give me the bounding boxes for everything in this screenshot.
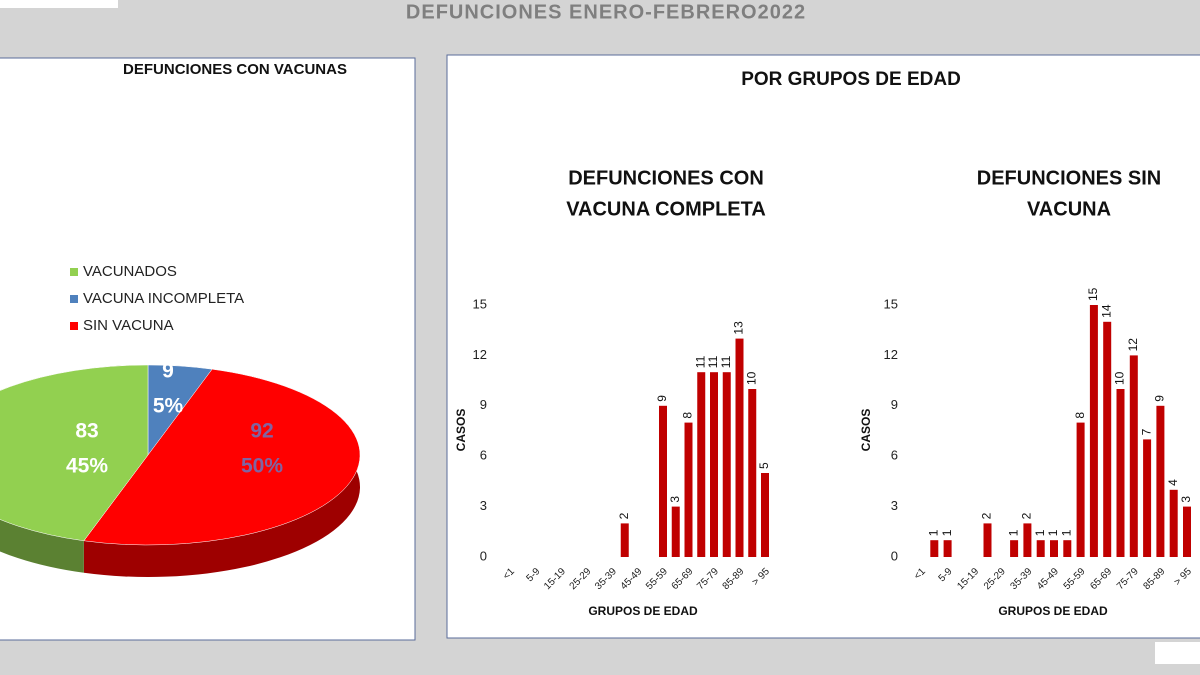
tab — [0, 0, 118, 8]
bar — [722, 372, 731, 557]
chart-title: DEFUNCIONES CON VACUNAS — [123, 61, 347, 78]
value-label: 12 — [1126, 338, 1140, 352]
legend-label: VACUNA INCOMPLETA — [83, 290, 244, 307]
x-axis-label: GRUPOS DE EDAD — [998, 604, 1108, 618]
bar — [1076, 422, 1085, 557]
bar — [930, 540, 939, 557]
y-axis-label: CASOS — [454, 409, 468, 452]
pie-slice — [0, 364, 149, 542]
pie-slice — [83, 368, 361, 546]
value-label: 1 — [940, 529, 954, 536]
bar — [1089, 305, 1098, 557]
value-label: 2 — [980, 512, 994, 519]
legend-swatch — [70, 322, 78, 330]
x-axis-label: GRUPOS DE EDAD — [588, 604, 698, 618]
legend-swatch — [70, 295, 78, 303]
value-label: 5 — [757, 462, 771, 469]
legend-swatch — [70, 268, 78, 276]
value-label: 11 — [706, 355, 720, 368]
value-label: 1 — [1059, 529, 1073, 536]
value-label: 3 — [668, 496, 682, 503]
value-label: 11 — [693, 355, 707, 368]
y-tick-label: 0 — [480, 548, 487, 563]
y-tick-label: 9 — [891, 397, 898, 412]
value-label: 9 — [162, 360, 174, 383]
percent-label: 45% — [66, 455, 108, 478]
section-title: POR GRUPOS DE EDAD — [741, 69, 961, 90]
y-tick-label: 15 — [884, 296, 898, 311]
value-label: 8 — [1073, 412, 1087, 419]
y-tick-label: 0 — [891, 548, 898, 563]
value-label: 1 — [1033, 529, 1047, 536]
value-label: 1 — [1006, 529, 1020, 536]
bar — [1023, 523, 1032, 557]
bar — [1156, 405, 1165, 557]
bar — [1129, 355, 1138, 557]
value-label: 13 — [732, 321, 746, 335]
chart-title: VACUNA — [1027, 198, 1111, 220]
value-label: 8 — [681, 412, 695, 419]
value-label: 10 — [1113, 371, 1127, 385]
bar — [710, 372, 718, 557]
bar — [1143, 439, 1152, 557]
y-tick-label: 12 — [884, 347, 898, 362]
y-tick-label: 3 — [480, 498, 487, 513]
value-label: 14 — [1099, 304, 1113, 318]
y-axis-label: CASOS — [859, 409, 873, 452]
value-label: 4 — [1166, 479, 1180, 486]
chart-title: VACUNA COMPLETA — [566, 198, 766, 220]
corner — [1155, 642, 1200, 664]
value-label: 15 — [1086, 287, 1100, 301]
value-label: 1 — [1046, 529, 1060, 536]
y-tick-label: 9 — [480, 397, 487, 412]
bar — [684, 422, 693, 557]
y-tick-label: 6 — [891, 448, 898, 463]
y-tick-label: 6 — [480, 448, 487, 463]
value-label: 83 — [75, 420, 98, 443]
bar — [671, 506, 680, 557]
legend-label: VACUNADOS — [83, 263, 177, 280]
value-label: 7 — [1139, 428, 1153, 435]
chart-title: DEFUNCIONES CON — [568, 167, 764, 189]
bar — [1183, 506, 1191, 557]
bar — [1036, 540, 1045, 557]
bar — [735, 338, 744, 557]
value-label: 2 — [1020, 512, 1034, 519]
bar — [1169, 489, 1178, 557]
bar — [943, 540, 952, 557]
value-label: 92 — [250, 420, 273, 443]
y-tick-label: 15 — [473, 296, 487, 311]
bar — [1010, 540, 1019, 557]
bar — [1116, 389, 1125, 557]
percent-label: 5% — [153, 395, 184, 418]
bar — [748, 389, 757, 557]
right-panel — [446, 54, 1200, 639]
bar — [697, 372, 706, 557]
bar — [1063, 540, 1072, 557]
percent-label: 50% — [241, 455, 283, 478]
bar — [620, 523, 629, 557]
value-label: 3 — [1179, 496, 1193, 503]
bar — [983, 523, 992, 557]
value-label: 11 — [719, 355, 733, 368]
y-tick-label: 3 — [891, 498, 898, 513]
bar — [1103, 321, 1112, 557]
value-label: 1 — [926, 529, 940, 536]
bar — [761, 473, 769, 557]
bar — [1050, 540, 1058, 557]
pie-slice-side — [83, 369, 360, 577]
value-label: 10 — [744, 371, 758, 385]
value-label: 9 — [655, 395, 669, 402]
y-tick-label: 12 — [473, 347, 487, 362]
value-label: 9 — [1153, 395, 1167, 402]
legend-label: SIN VACUNA — [83, 317, 174, 334]
bar — [659, 405, 667, 557]
value-label: 2 — [617, 512, 631, 519]
page-title: DEFUNCIONES ENERO-FEBRERO2022 — [406, 1, 806, 23]
chart-title: DEFUNCIONES SIN — [977, 167, 1161, 189]
